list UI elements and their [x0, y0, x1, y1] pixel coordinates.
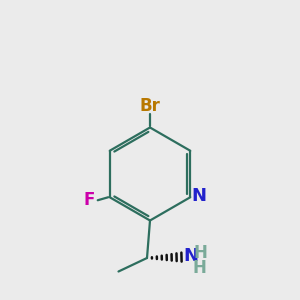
- Text: H: H: [194, 244, 207, 262]
- Text: N: N: [191, 187, 206, 205]
- Text: Br: Br: [140, 97, 160, 115]
- Text: F: F: [83, 191, 94, 209]
- Text: H: H: [193, 259, 206, 277]
- Text: N: N: [183, 247, 198, 265]
